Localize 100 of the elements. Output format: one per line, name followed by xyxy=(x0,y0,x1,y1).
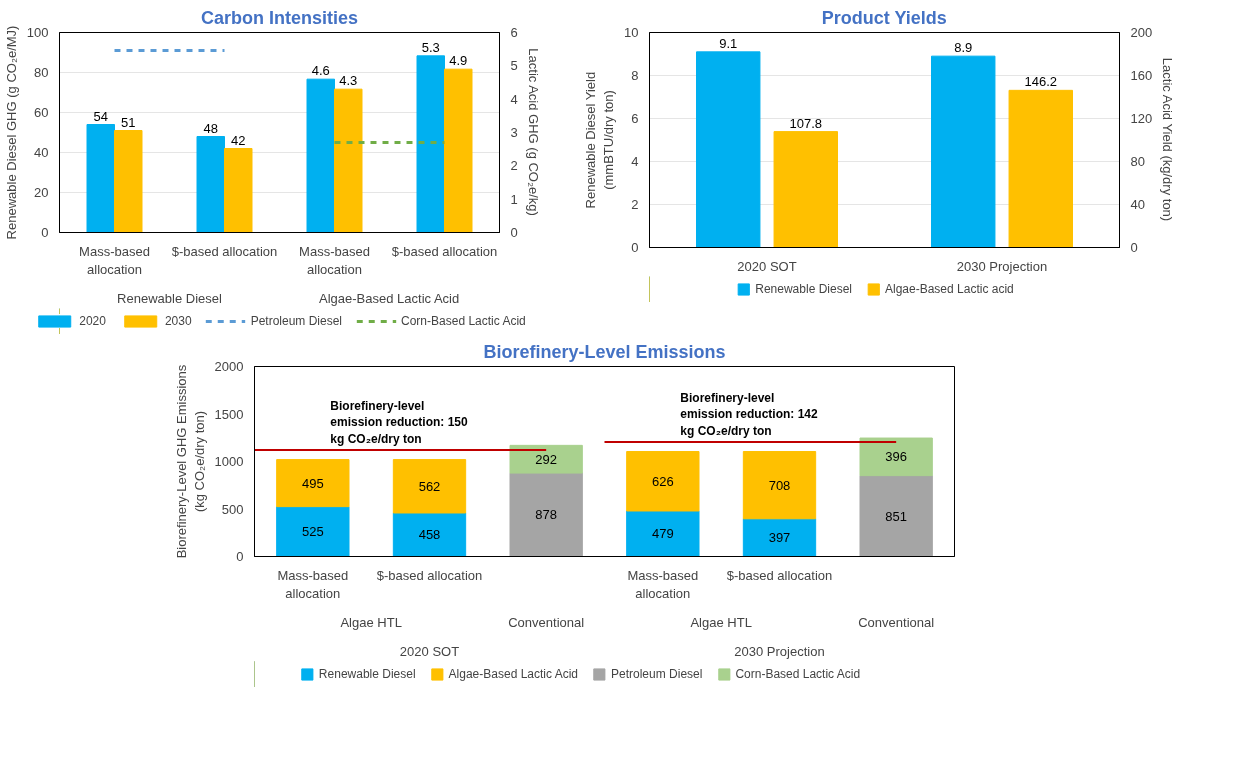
data-label: 5.3 xyxy=(421,39,440,55)
x-tick-label: $-based allocation xyxy=(726,567,833,583)
x-tick-label: $-based allocation xyxy=(376,567,483,583)
bar xyxy=(742,451,817,520)
data-label: 479 xyxy=(651,526,674,542)
y2-axis-title: Lactic Acid GHG (g CO₂e/kg) xyxy=(525,48,541,216)
y-tick-label: 2 xyxy=(631,197,639,212)
y2-tick-label: 0 xyxy=(1130,240,1138,255)
legend-label: Algae-Based Lactic acid xyxy=(884,282,1014,296)
x-tick-label: Mass-based allocation xyxy=(299,243,370,277)
text: Algae HTL xyxy=(340,614,402,630)
chart-title: Carbon Intensities xyxy=(200,7,359,28)
bar xyxy=(334,88,363,233)
data-label: 8.9 xyxy=(954,40,973,56)
y-tick-label: 10 xyxy=(624,25,639,40)
bar xyxy=(276,506,350,557)
x-tick-label: Mass-based allocation xyxy=(277,567,349,601)
text: Algae-Based Lactic Acid xyxy=(319,290,460,306)
y2-tick-label: 1 xyxy=(510,191,518,207)
bar xyxy=(742,518,817,557)
text: Algae HTL xyxy=(690,614,752,630)
data-label: 4.6 xyxy=(311,63,330,79)
y-tick-label: 8 xyxy=(631,68,639,83)
data-label: 48 xyxy=(203,120,218,136)
text: Conventional xyxy=(508,614,585,630)
legend-label: Petroleum Diesel xyxy=(250,314,343,328)
bar xyxy=(276,459,350,508)
y-tick-label: 80 xyxy=(34,65,49,80)
text: 2030 Projection xyxy=(734,643,825,659)
text: Renewable Diesel xyxy=(117,290,222,306)
text: Conventional xyxy=(858,614,935,630)
y2-tick-label: 3 xyxy=(510,125,518,140)
data-label: 146.2 xyxy=(1024,74,1058,90)
bar xyxy=(224,148,253,233)
legend-label: 2030 xyxy=(164,314,192,328)
chart-title: Biorefinery-Level Emissions xyxy=(483,341,726,362)
bar xyxy=(392,459,467,514)
y-tick-label: 20 xyxy=(34,185,49,200)
y2-tick-label: 4 xyxy=(510,91,518,107)
y-tick-label: 0 xyxy=(41,225,49,240)
data-label: 42 xyxy=(231,132,246,148)
y2-tick-label: 40 xyxy=(1130,197,1145,212)
x-tick-label: Mass-based allocation xyxy=(627,567,699,601)
y-axis-title: Renewable Diesel Yield (mmBTU/dry ton) xyxy=(583,71,617,209)
y2-axis-title: Lactic Acid Yield (kg/dry ton) xyxy=(1160,57,1176,222)
y2-tick-label: 5 xyxy=(510,58,518,74)
data-label: 708 xyxy=(768,477,791,493)
y-tick-label: 0 xyxy=(631,240,639,255)
bar xyxy=(114,130,143,233)
bar xyxy=(416,55,445,233)
legend-label: Petroleum Diesel xyxy=(611,667,703,681)
y-axis-title: Renewable Diesel GHG (g CO₂e/MJ) xyxy=(3,25,19,240)
y-tick-label: 40 xyxy=(34,145,49,160)
y2-tick-label: 80 xyxy=(1130,154,1145,169)
y-tick-label: 2000 xyxy=(214,359,244,374)
data-label: 495 xyxy=(301,475,324,491)
x-tick-label: $-based allocation xyxy=(391,243,498,259)
legend-label: Corn-Based Lactic Acid xyxy=(401,314,526,328)
bar xyxy=(306,78,335,233)
y-tick-label: 1000 xyxy=(214,454,244,469)
y-tick-label: 0 xyxy=(236,549,244,564)
y-axis-title: Biorefinery-Level GHG Emissions (kg CO₂e/dry ton) xyxy=(173,364,207,559)
data-label: 562 xyxy=(418,478,441,494)
y2-tick-label: 2 xyxy=(510,158,518,174)
bar xyxy=(859,475,933,557)
bar xyxy=(444,68,473,233)
annotation: Biorefinery-level emission reduction: 142 kg CO₂e/dry ton xyxy=(680,390,819,439)
data-label: 51 xyxy=(121,114,136,130)
data-label: 525 xyxy=(301,524,324,540)
bar xyxy=(509,472,583,557)
bar xyxy=(626,510,700,557)
bar xyxy=(86,124,115,233)
y-tick-label: 500 xyxy=(221,501,244,517)
data-label: 4.9 xyxy=(449,53,468,69)
data-label: 851 xyxy=(885,508,908,524)
x-tick-label: Mass-based allocation xyxy=(79,243,150,277)
data-label: 292 xyxy=(535,451,558,467)
data-label: 626 xyxy=(651,473,674,489)
data-label: 397 xyxy=(768,530,791,546)
bar xyxy=(392,512,467,557)
data-label: 396 xyxy=(885,449,908,465)
data-label: 878 xyxy=(535,507,558,523)
legend-label: Renewable Diesel xyxy=(755,282,852,296)
legend-label: Renewable Diesel xyxy=(318,667,416,681)
x-tick-label: 2020 SOT xyxy=(737,258,797,274)
x-tick-label: $-based allocation xyxy=(171,243,278,259)
chart-title: Product Yields xyxy=(821,7,947,28)
y2-tick-label: 6 xyxy=(510,25,518,40)
text: 2020 SOT xyxy=(399,643,460,659)
data-label: 4.3 xyxy=(339,73,358,89)
bar xyxy=(509,444,583,474)
y2-tick-label: 0 xyxy=(510,225,518,240)
bar xyxy=(859,437,933,477)
y-tick-label: 60 xyxy=(34,105,49,120)
y2-tick-label: 200 xyxy=(1130,25,1153,40)
data-label: 54 xyxy=(93,108,108,124)
y-tick-label: 100 xyxy=(26,25,49,40)
legend-label: 2020 xyxy=(79,314,106,328)
y2-tick-label: 120 xyxy=(1130,111,1153,126)
y2-tick-label: 160 xyxy=(1130,68,1153,83)
